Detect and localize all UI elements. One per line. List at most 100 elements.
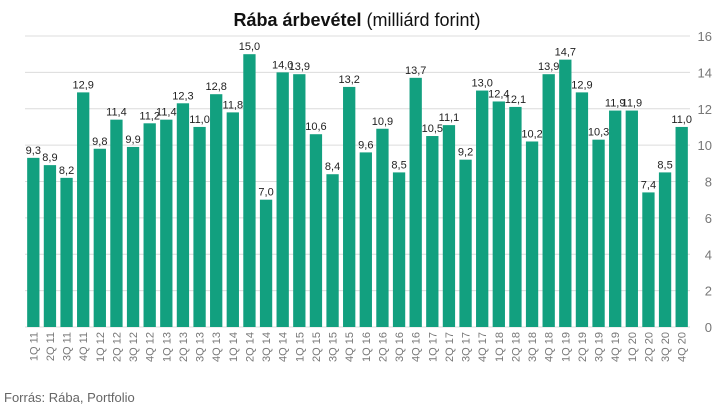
bar [376,128,389,327]
x-tick-label: 2Q 11 [45,332,57,361]
bar [110,119,123,327]
x-tick-label: 4Q 13 [211,332,223,362]
data-label: 13,2 [338,74,359,86]
y-tick-label: 10 [698,138,712,153]
bar [43,165,57,327]
x-tick-label: 4Q 17 [477,332,489,362]
data-label: 12,8 [205,81,226,93]
bar [509,106,522,328]
x-tick-label: 3Q 19 [594,332,606,362]
x-tick-label: 4Q 20 [677,332,689,362]
y-tick-label: 16 [698,29,712,44]
x-tick-label: 4Q 14 [278,332,290,362]
bar [476,90,489,327]
x-tick-label: 3Q 16 [394,332,406,362]
bar [160,119,173,327]
x-axis-ticks: 1Q 11 2Q 11 3Q 11 4Q 11 1Q 12 2Q 12 3Q 12 4Q 12… [28,332,688,362]
bar [542,74,555,327]
data-label: 11,0 [671,114,692,126]
x-tick-label: 3Q 20 [660,332,672,362]
data-label: 10,6 [305,121,326,133]
data-label: 9,3 [26,145,41,157]
bar [609,110,622,327]
source-note: Forrás: Rába, Portfolio [4,390,135,405]
bar [559,59,572,328]
x-tick-label: 2Q 19 [577,332,589,362]
x-tick-label: 3Q 11 [62,332,74,361]
bar [592,139,605,327]
x-tick-label: 4Q 19 [610,332,622,362]
bar [409,77,422,327]
y-tick-label: 0 [705,320,712,335]
x-tick-label: 4Q 11 [78,332,90,361]
x-tick-label: 3Q 18 [527,332,539,362]
x-tick-label: 3Q 14 [261,332,273,362]
bar [525,141,539,327]
data-label: 14,0 [272,59,293,71]
bar [675,126,688,327]
y-tick-label: 2 [705,284,712,299]
data-label: 8,4 [325,161,340,173]
x-tick-label: 2Q 15 [311,332,323,362]
bar [226,112,239,327]
x-tick-label: 3Q 17 [461,332,473,362]
data-label: 11,4 [156,107,177,119]
x-tick-label: 4Q 18 [544,332,556,362]
data-label: 14,7 [555,47,576,59]
x-tick-label: 2Q 12 [111,332,123,362]
data-label: 9,6 [358,139,373,151]
y-tick-label: 14 [698,65,712,80]
bar [93,148,106,327]
data-label: 7,0 [258,187,273,199]
bar [426,136,439,327]
x-tick-label: 2Q 16 [377,332,389,362]
data-label: 13,0 [471,78,492,90]
bar [293,74,306,327]
y-tick-label: 4 [705,247,712,262]
data-label: 10,5 [422,123,443,135]
data-label: 11,9 [622,98,643,110]
bars [27,54,688,328]
data-label: 8,5 [657,159,672,171]
data-label: 13,7 [405,65,426,77]
bar [309,134,323,327]
x-tick-label: 2Q 14 [244,332,256,362]
y-tick-label: 8 [705,175,712,190]
data-label: 12,3 [172,90,193,102]
chart-title-bold: Rába árbevétel [233,10,361,30]
x-tick-label: 1Q 11 [28,332,40,361]
bar [642,192,655,327]
bar [276,72,289,327]
x-tick-label: 1Q 17 [427,332,439,362]
bar [210,94,223,327]
chart-title: Rába árbevétel (milliárd forint) [233,10,480,30]
x-tick-label: 2Q 13 [178,332,190,362]
data-label: 11,8 [223,99,244,111]
data-label: 10,3 [588,127,609,139]
data-label: 11,4 [106,107,127,119]
bar [60,177,73,327]
data-label: 9,8 [92,136,107,148]
bar [143,123,156,327]
data-label: 12,9 [571,79,592,91]
data-label: 13,9 [289,61,310,73]
bar [126,146,140,327]
data-label: 12,9 [72,79,93,91]
bar [27,157,40,327]
x-tick-label: 1Q 20 [627,332,639,362]
data-label: 10,9 [372,116,393,128]
data-label: 8,9 [42,152,57,164]
data-label: 15,0 [239,41,260,53]
x-tick-label: 4Q 16 [411,332,423,362]
x-tick-label: 2Q 18 [510,332,522,362]
x-tick-label: 1Q 18 [494,332,506,362]
bar [343,86,356,327]
x-tick-label: 1Q 16 [361,332,373,362]
data-labels: 9,38,98,212,99,811,49,911,211,412,311,01… [26,41,692,199]
bar [193,126,206,327]
data-label: 10,2 [521,128,542,140]
y-tick-label: 12 [698,102,712,117]
data-label: 11,2 [139,110,160,122]
data-label: 12,4 [488,88,509,100]
